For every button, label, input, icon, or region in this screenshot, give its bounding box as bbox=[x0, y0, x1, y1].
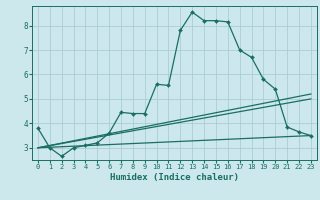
X-axis label: Humidex (Indice chaleur): Humidex (Indice chaleur) bbox=[110, 173, 239, 182]
